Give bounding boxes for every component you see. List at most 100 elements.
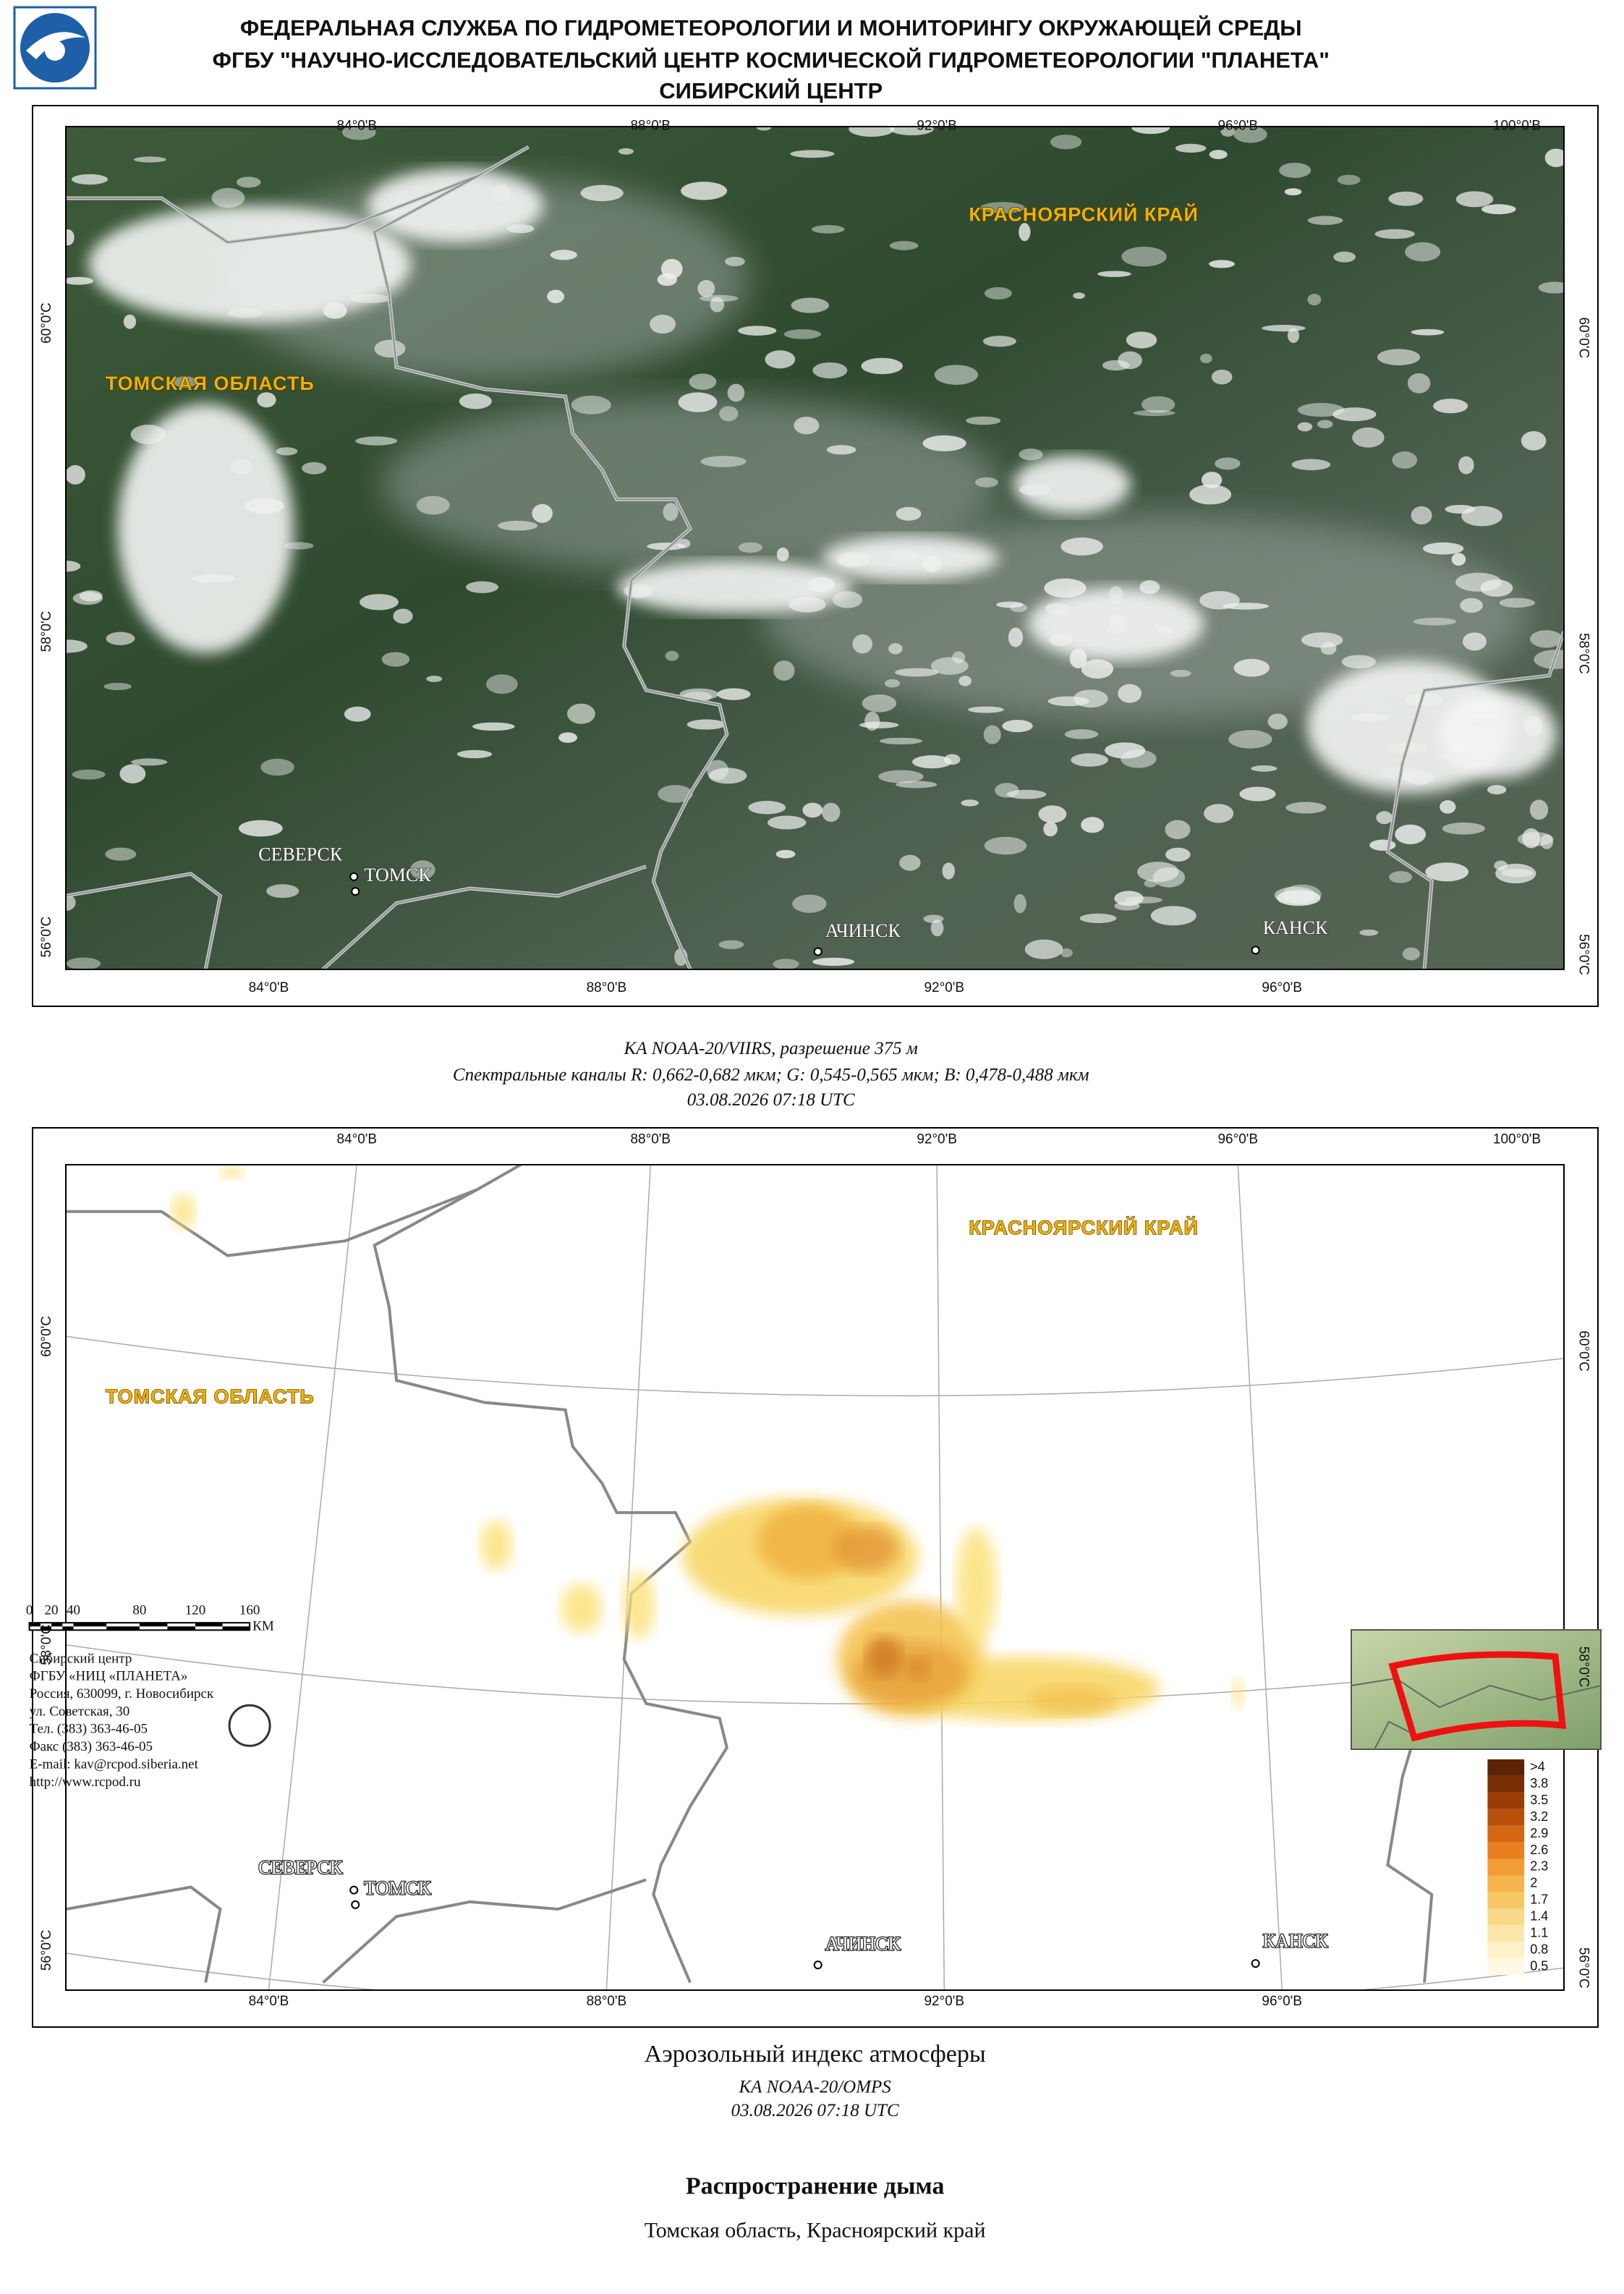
- longitude-label: 84°0'В: [249, 1994, 289, 2009]
- city-label: СЕВЕРСК: [258, 844, 343, 865]
- cloud: [1301, 632, 1343, 648]
- cloud: [1262, 325, 1306, 332]
- cloud: [1423, 542, 1464, 555]
- cloud: [344, 706, 371, 722]
- legend-label: 0.8: [1530, 1942, 1548, 1956]
- footer: Аэрозольный индекс атмосферы КА NOAA-20/O…: [26, 1602, 986, 2242]
- cloud: [889, 241, 919, 250]
- contact-line: Факс (383) 363-46-05: [30, 1739, 153, 1754]
- cloud: [1215, 457, 1241, 470]
- cloud: [1405, 693, 1445, 707]
- longitude-label: 96°0'В: [1217, 1131, 1258, 1147]
- cloud: [465, 581, 499, 593]
- longitude-label: 96°0'В: [1262, 1994, 1302, 2009]
- cloud: [1411, 328, 1445, 336]
- cloud: [1139, 580, 1160, 595]
- scale-label: 160: [239, 1602, 260, 1618]
- smoke-area: [622, 1571, 655, 1639]
- cloud: [1544, 148, 1564, 167]
- bottom-map-frame: [32, 1127, 1599, 2028]
- cloud: [1402, 947, 1420, 961]
- cloud: [1439, 690, 1557, 778]
- scale-label: 0: [26, 1602, 33, 1618]
- cloud: [756, 127, 772, 131]
- cloud: [618, 148, 634, 155]
- cloud: [1297, 422, 1313, 432]
- cloud: [1466, 717, 1511, 728]
- cloud: [66, 561, 81, 572]
- cloud: [1538, 281, 1564, 294]
- contact-line: ул. Советская, 30: [30, 1704, 130, 1719]
- cloud: [1440, 800, 1456, 814]
- cloud: [984, 836, 1027, 855]
- cloud: [826, 445, 856, 455]
- cloud: [1389, 871, 1413, 883]
- cloud: [1388, 191, 1424, 206]
- latitude-label: 58°0'С: [39, 1624, 54, 1665]
- cloud: [862, 694, 896, 713]
- cloud: [773, 660, 795, 681]
- cloud: [979, 202, 1026, 213]
- cloud: [727, 383, 745, 402]
- satellite-image: [66, 127, 1564, 969]
- cloud: [1079, 913, 1117, 923]
- cloud: [1377, 349, 1421, 366]
- cloud: [342, 127, 376, 140]
- cloud: [958, 676, 972, 687]
- legend-label: >4: [1530, 1759, 1545, 1774]
- cloud: [580, 184, 624, 202]
- cloud: [66, 229, 75, 246]
- cloud: [852, 634, 873, 654]
- cloud: [1392, 451, 1418, 469]
- cloud: [1201, 472, 1223, 488]
- cloud: [66, 957, 101, 969]
- cloud: [302, 462, 327, 475]
- cloud: [1274, 886, 1317, 904]
- cloud: [1045, 603, 1070, 615]
- cloud: [1307, 294, 1322, 306]
- cloud: [899, 854, 921, 871]
- scale-segment: [73, 1623, 107, 1627]
- graticule: [1237, 1165, 1283, 1990]
- scale-segment: [29, 1623, 41, 1627]
- cloud: [1341, 655, 1376, 668]
- cloud: [416, 496, 450, 515]
- cloud: [230, 459, 252, 475]
- caption-line: КА NOAA-20/VIIRS, разрешение 375 м: [624, 1039, 918, 1058]
- graticule: [66, 1644, 1564, 1704]
- city-dot: [351, 1900, 360, 1909]
- cloud: [1199, 353, 1212, 364]
- cloud: [895, 668, 938, 677]
- cloud: [1395, 824, 1427, 844]
- cloud: [1287, 328, 1300, 344]
- cloud: [748, 801, 786, 815]
- cloud: [1097, 271, 1131, 277]
- cloud: [922, 556, 942, 572]
- cloud: [811, 225, 845, 234]
- cloud: [566, 703, 595, 724]
- cloud: [276, 447, 298, 456]
- cloud: [1251, 765, 1277, 772]
- cloud: [710, 297, 725, 313]
- cloud: [930, 919, 944, 937]
- graticule: [936, 1165, 945, 1990]
- border: [66, 1885, 222, 1983]
- cloud: [1118, 351, 1142, 370]
- city-dot: [349, 872, 359, 881]
- cloud: [1433, 399, 1468, 414]
- cloud: [349, 294, 391, 303]
- city-label: КАНСК: [1263, 1931, 1328, 1952]
- cloud: [1442, 822, 1485, 835]
- smoke-area: [171, 1194, 195, 1230]
- cloud: [426, 675, 443, 682]
- cloud: [1487, 785, 1507, 795]
- cloud: [547, 289, 564, 304]
- header: ФЕДЕРАЛЬНАЯ СЛУЖБА ПО ГИДРОМЕТЕОРОЛОГИИ …: [213, 14, 1330, 103]
- cloud: [700, 456, 747, 467]
- satellite-caption: КА NOAA-20/VIIRS, разрешение 375 м Спектр…: [453, 1039, 1089, 1110]
- certificate-mark: [228, 1704, 271, 1747]
- longitude-label: 96°0'В: [1262, 980, 1302, 995]
- cloud: [922, 435, 966, 451]
